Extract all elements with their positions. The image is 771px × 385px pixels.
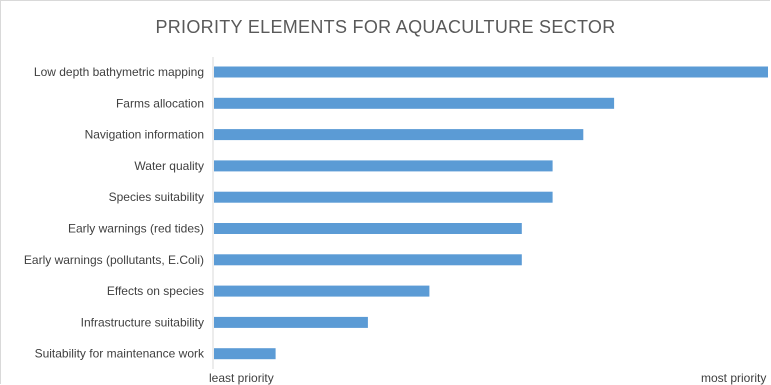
x-axis-min-label: least priority <box>209 371 274 385</box>
bar-6 <box>214 254 522 266</box>
chart-title: PRIORITY ELEMENTS FOR AQUACULTURE SECTOR <box>155 17 616 37</box>
bar-2 <box>214 129 584 141</box>
bar-1 <box>214 97 615 109</box>
category-label-4: Species suitability <box>109 190 204 204</box>
category-label-7: Effects on species <box>107 284 204 298</box>
category-label-1: Farms allocation <box>116 96 204 110</box>
bars <box>214 66 768 360</box>
category-label-5: Early warnings (red tides) <box>68 222 204 236</box>
category-label-6: Early warnings (pollutants, E.Coli) <box>24 253 204 267</box>
category-label-2: Navigation information <box>85 128 204 142</box>
bar-9 <box>214 348 276 360</box>
x-axis-max-label: most priority <box>701 371 766 385</box>
bar-3 <box>214 160 553 172</box>
category-label-8: Infrastructure suitability <box>81 315 204 329</box>
category-labels: Low depth bathymetric mapping Farms alloc… <box>24 65 205 361</box>
bar-7 <box>214 285 430 297</box>
category-label-3: Water quality <box>134 159 204 173</box>
bar-0 <box>214 66 768 78</box>
category-label-0: Low depth bathymetric mapping <box>34 65 204 79</box>
category-label-9: Suitability for maintenance work <box>35 347 205 361</box>
bar-5 <box>214 223 522 234</box>
bar-4 <box>214 191 553 203</box>
bar-8 <box>214 316 368 328</box>
